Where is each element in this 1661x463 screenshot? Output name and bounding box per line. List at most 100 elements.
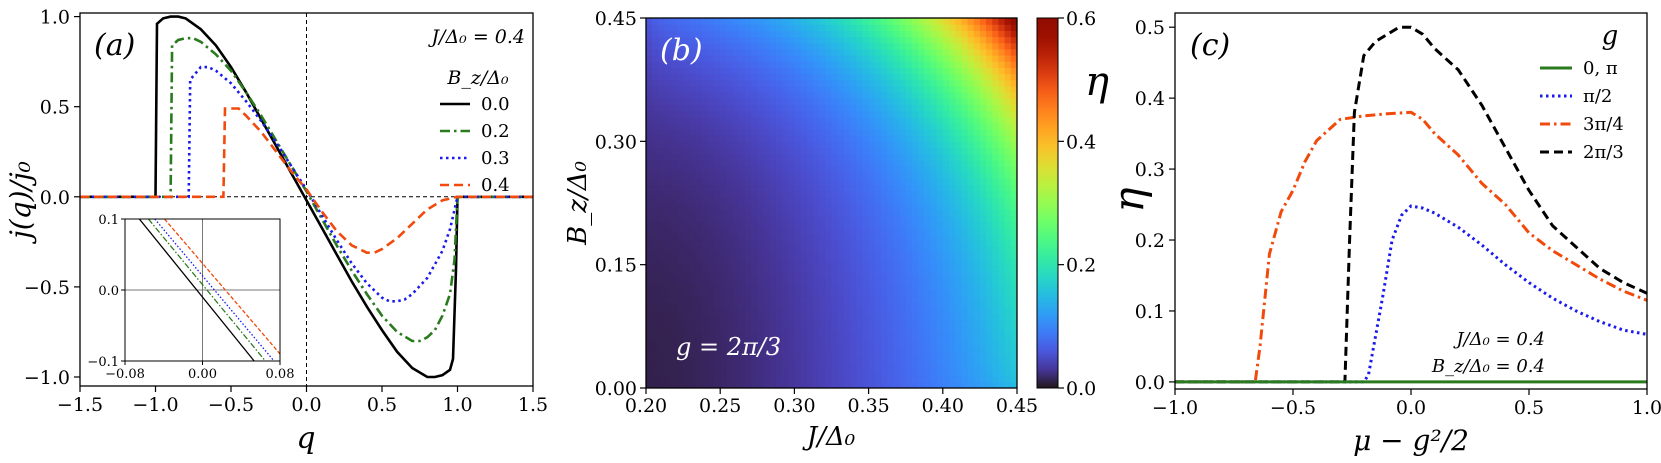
heatmap-cell bbox=[955, 264, 962, 272]
heatmap-cell bbox=[868, 104, 876, 112]
heatmap-cell bbox=[720, 233, 727, 241]
heatmap-cell bbox=[850, 135, 857, 142]
heatmap-cell bbox=[751, 369, 758, 377]
heatmap-cell bbox=[948, 135, 956, 142]
heatmap-cell bbox=[782, 221, 789, 229]
heatmap-cell bbox=[887, 301, 894, 309]
heatmap-cell bbox=[918, 363, 925, 371]
heatmap-cell bbox=[782, 351, 789, 358]
heatmap-cell bbox=[942, 190, 950, 198]
heatmap-cell bbox=[744, 381, 752, 388]
heatmap-cell bbox=[676, 178, 684, 186]
heatmap-cell bbox=[676, 24, 684, 31]
heatmap-cell bbox=[751, 215, 758, 223]
heatmap-cell bbox=[905, 42, 913, 50]
heatmap-cell bbox=[763, 166, 771, 173]
heatmap-cell bbox=[992, 135, 1000, 142]
heatmap-cell bbox=[911, 153, 919, 161]
heatmap-cell bbox=[769, 264, 777, 272]
heatmap-cell bbox=[992, 55, 1000, 62]
series-line-g--2 bbox=[1175, 204, 1648, 384]
panel-c-series bbox=[1175, 25, 1648, 384]
heatmap-cell bbox=[664, 363, 672, 371]
heatmap-cell bbox=[751, 141, 758, 149]
heatmap-cell bbox=[744, 79, 752, 87]
heatmap-cell bbox=[998, 61, 1006, 68]
heatmap-cell bbox=[862, 30, 870, 38]
heatmap-cell bbox=[1004, 240, 1012, 247]
heatmap-cell bbox=[757, 246, 765, 253]
heatmap-cell bbox=[720, 338, 727, 346]
heatmap-cell bbox=[788, 79, 795, 87]
heatmap-cell bbox=[763, 172, 771, 179]
heatmap-cell bbox=[707, 289, 715, 297]
heatmap-cell bbox=[893, 240, 901, 247]
heatmap-cell bbox=[948, 264, 956, 272]
heatmap-cell bbox=[924, 73, 932, 81]
heatmap-cell bbox=[763, 79, 771, 87]
heatmap-cell bbox=[695, 73, 703, 81]
heatmap-cell bbox=[856, 116, 864, 124]
heatmap-cell bbox=[751, 264, 758, 272]
heatmap-cell bbox=[689, 166, 697, 173]
heatmap-cell bbox=[788, 73, 795, 81]
panel-c-label: (c) bbox=[1190, 28, 1230, 63]
heatmap-cell bbox=[955, 147, 962, 155]
heatmap-cell bbox=[899, 264, 907, 272]
heatmap-cell bbox=[973, 314, 981, 321]
heatmap-cell bbox=[942, 270, 950, 278]
heatmap-cell bbox=[850, 36, 857, 44]
heatmap-cell bbox=[825, 295, 833, 303]
heatmap-cell bbox=[918, 92, 925, 99]
heatmap-cell bbox=[775, 85, 783, 93]
heatmap-cell bbox=[837, 30, 845, 38]
heatmap-cell bbox=[732, 116, 740, 124]
heatmap-cell bbox=[800, 30, 808, 38]
heatmap-cell bbox=[757, 252, 765, 260]
heatmap-cell bbox=[763, 270, 771, 278]
heatmap-cell bbox=[775, 159, 783, 167]
heatmap-cell bbox=[819, 338, 826, 346]
heatmap-cell bbox=[670, 159, 678, 167]
heatmap-cell bbox=[782, 326, 789, 334]
heatmap-cell bbox=[998, 184, 1006, 192]
heatmap-cell bbox=[676, 190, 684, 198]
heatmap-cell bbox=[887, 351, 894, 358]
heatmap-cell bbox=[955, 92, 962, 99]
heatmap-cell bbox=[732, 369, 740, 377]
heatmap-cell bbox=[825, 147, 833, 155]
heatmap-cell bbox=[942, 381, 950, 388]
heatmap-cell bbox=[658, 277, 666, 284]
heatmap-cell bbox=[757, 363, 765, 371]
heatmap-cell bbox=[911, 375, 919, 383]
heatmap-cell bbox=[973, 258, 981, 266]
heatmap-cell bbox=[658, 184, 666, 192]
heatmap-cell bbox=[1010, 196, 1017, 204]
heatmap-cell bbox=[961, 147, 969, 155]
heatmap-cell bbox=[955, 233, 962, 241]
heatmap-cell bbox=[979, 184, 987, 192]
heatmap-cell bbox=[794, 178, 802, 186]
heatmap-cell bbox=[812, 24, 820, 31]
heatmap-cell bbox=[837, 184, 845, 192]
heatmap-cell bbox=[701, 122, 709, 130]
heatmap-cell bbox=[819, 264, 826, 272]
heatmap-cell bbox=[936, 246, 944, 253]
heatmap-cell bbox=[874, 61, 882, 68]
heatmap-cell bbox=[911, 190, 919, 198]
heatmap-cell bbox=[819, 363, 826, 371]
heatmap-cell bbox=[1010, 215, 1017, 223]
heatmap-cell bbox=[911, 221, 919, 229]
heatmap-cell bbox=[850, 332, 857, 340]
heatmap-cell bbox=[652, 320, 659, 327]
heatmap-cell bbox=[887, 283, 894, 290]
heatmap-cell bbox=[942, 172, 950, 179]
heatmap-cell bbox=[689, 338, 697, 346]
heatmap-cell bbox=[825, 314, 833, 321]
heatmap-cell bbox=[720, 289, 727, 297]
heatmap-cell bbox=[918, 141, 925, 149]
heatmap-cell bbox=[979, 252, 987, 260]
heatmap-cell bbox=[973, 203, 981, 210]
heatmap-cell bbox=[837, 36, 845, 44]
heatmap-cell bbox=[998, 295, 1006, 303]
